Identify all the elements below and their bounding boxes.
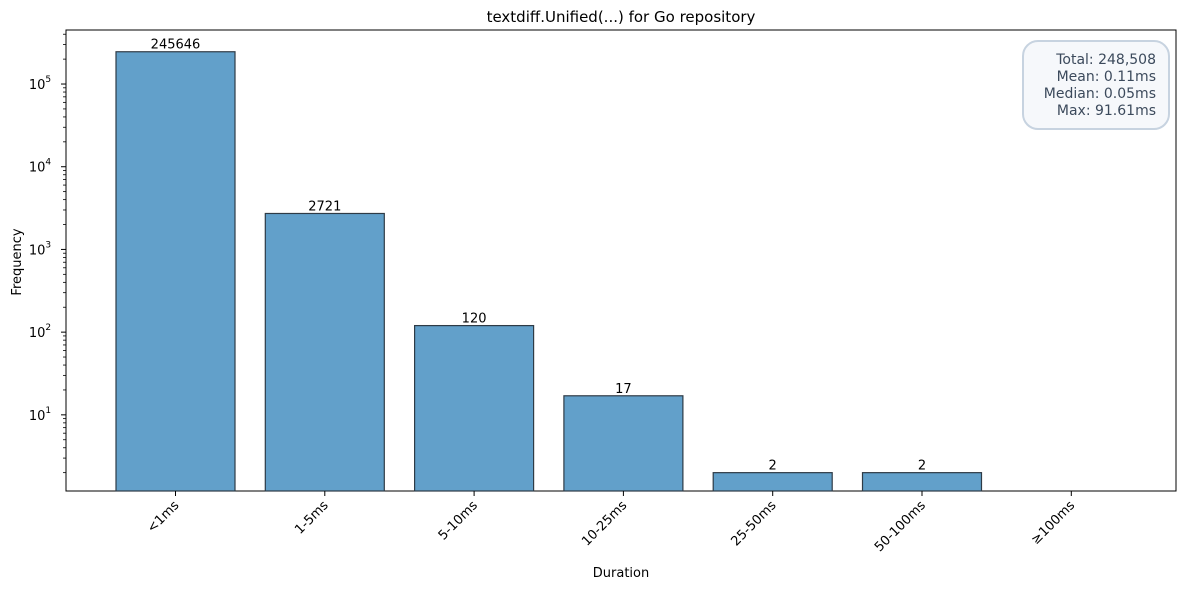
y-tick-label: 101 [29, 406, 51, 424]
bar [264, 212, 385, 492]
stat-max: Max: 91.61ms [1056, 103, 1156, 119]
bar [712, 472, 833, 492]
stat-mean: Mean: 0.11ms [1056, 69, 1156, 85]
x-tick-label: ≥100ms [1029, 498, 1079, 548]
bar [115, 51, 236, 492]
x-tick-label: <1ms [144, 498, 182, 536]
bar-value-label: 245646 [151, 38, 201, 53]
y-tick-label: 103 [29, 240, 51, 258]
y-tick-label: 104 [29, 158, 52, 176]
plot-area: 245646<1ms27211-5ms1205-10ms1710-25ms225… [29, 29, 1177, 555]
bar [563, 395, 684, 492]
bar-value-label: 120 [462, 312, 487, 327]
stat-median: Median: 0.05ms [1043, 86, 1156, 102]
x-tick-label: 50-100ms [872, 498, 929, 555]
summary-stats-box: Total: 248,508 Mean: 0.11ms Median: 0.05… [1022, 40, 1170, 130]
bar-value-label: 2 [769, 459, 777, 474]
x-tick-label: 10-25ms [579, 498, 630, 549]
y-tick-label: 105 [29, 75, 51, 93]
y-tick-label: 102 [29, 323, 51, 341]
bar [861, 472, 983, 492]
x-tick-label: 25-50ms [728, 498, 779, 549]
bar-value-label: 17 [615, 382, 632, 397]
y-axis-label: Frequency [10, 228, 25, 295]
bar-value-label: 2721 [308, 199, 341, 214]
bar [414, 324, 535, 492]
x-tick-label: 5-10ms [436, 498, 481, 543]
stat-total: Total: 248,508 [1056, 52, 1156, 68]
bar-value-label: 2 [918, 459, 926, 474]
chart-title: textdiff.Unified(...) for Go repository [487, 8, 756, 26]
x-tick-label: 1-5ms [292, 498, 332, 538]
x-axis-label: Duration [593, 566, 649, 581]
